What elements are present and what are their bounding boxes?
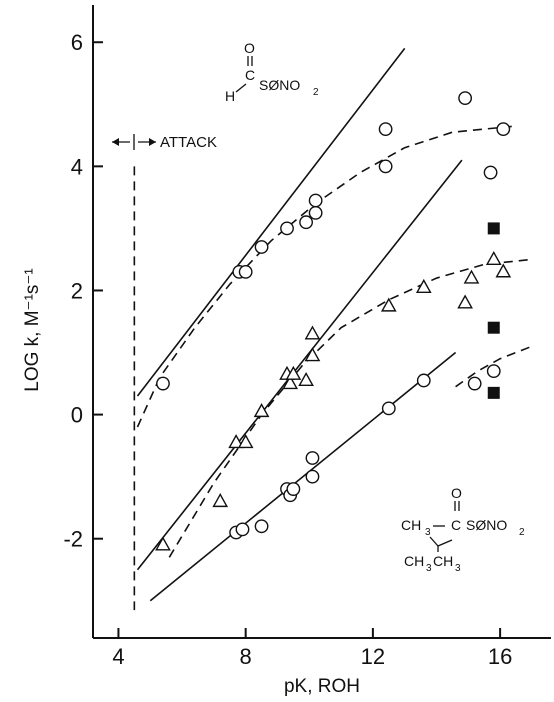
y-tick-label: 6 — [71, 30, 83, 55]
circle-point — [378, 122, 393, 137]
top-formula-sub: 2 — [313, 87, 319, 98]
dashed-fit-curve — [136, 125, 517, 428]
circle-point — [299, 215, 313, 230]
circle-point — [286, 482, 301, 496]
bottom-formula-ch3: CH — [401, 517, 421, 533]
bottom-formula-sub3c: 3 — [455, 563, 461, 574]
y-tick-label: 4 — [71, 154, 83, 179]
triangle-point — [304, 325, 321, 340]
x-tick-label: 12 — [361, 644, 385, 669]
data-points — [155, 91, 512, 551]
bottom-formula-sub2: 2 — [519, 527, 525, 538]
y-tick-label: 2 — [71, 278, 83, 303]
top-formula: O C H SØNO 2 — [225, 40, 319, 104]
top-formula-o: O — [244, 40, 255, 56]
circle-point — [496, 122, 511, 137]
triangle-point — [463, 269, 480, 284]
bottom-formula-ch3ch3-b: CH — [433, 553, 453, 569]
circle-point — [305, 451, 320, 465]
circle-point — [305, 469, 320, 484]
filled-square-point — [487, 386, 500, 399]
bottom-formula-c: C — [451, 517, 461, 533]
circle-point — [254, 240, 269, 254]
tick-labels: 4 8 12 16 6 4 2 0 -2 — [63, 30, 512, 669]
triangle-point — [282, 375, 299, 390]
circle-point — [486, 364, 501, 379]
solid-fit-line — [136, 47, 406, 397]
circle-point — [308, 205, 323, 220]
top-formula-c: C — [245, 67, 255, 83]
circle-point — [156, 376, 170, 391]
attack-annotation: ATTACK — [112, 134, 217, 151]
triangle-point — [485, 251, 502, 266]
x-tick-label: 4 — [112, 644, 124, 669]
circle-point — [381, 401, 396, 416]
triangle-point — [415, 278, 432, 293]
circle-point — [280, 221, 294, 236]
bottom-formula: O CH 3 C SØNO 2 CH 3 CH 3 — [401, 485, 525, 574]
circle-point — [254, 519, 269, 534]
circle-point — [378, 159, 393, 174]
ticks — [93, 41, 502, 638]
solid-fit-line — [149, 351, 457, 602]
triangle-point — [304, 347, 321, 362]
circle-point — [238, 264, 253, 279]
bottom-formula-rest: SØNO — [466, 517, 507, 533]
circle-point — [308, 193, 323, 208]
triangle-point — [495, 263, 512, 278]
circle-point — [483, 165, 498, 180]
triangle-point — [253, 403, 270, 418]
circle-point — [235, 522, 250, 537]
triangle-point — [380, 297, 397, 312]
triangle-point — [237, 434, 254, 449]
attack-label: ATTACK — [160, 134, 217, 151]
triangle-point — [457, 294, 473, 309]
y-axis-title: LOG k, M⁻¹s⁻¹ — [22, 268, 43, 392]
x-tick-label: 16 — [488, 644, 512, 669]
triangle-point — [228, 434, 244, 449]
bottom-formula-ch3ch3-a: CH — [404, 553, 424, 569]
y-tick-label: 0 — [71, 403, 83, 428]
axes — [92, 5, 551, 639]
filled-square-point — [487, 222, 500, 235]
x-axis-title: pK, ROH — [284, 676, 360, 697]
triangle-point — [298, 372, 314, 387]
y-tick-label: -2 — [63, 527, 83, 552]
top-formula-rest: SØNO — [259, 77, 300, 93]
bottom-formula-sub3: 3 — [425, 527, 431, 538]
fit-lines — [136, 47, 533, 602]
top-formula-h: H — [225, 88, 235, 104]
bottom-formula-o: O — [451, 485, 462, 501]
dashed-fit-curve — [168, 258, 532, 558]
triangle-point — [212, 493, 229, 508]
filled-square-point — [487, 321, 500, 334]
triangle-point — [285, 365, 302, 380]
circle-point — [458, 91, 473, 105]
bottom-formula-sub3b: 3 — [426, 563, 432, 574]
solid-fit-line — [136, 159, 463, 571]
circle-point — [467, 376, 482, 391]
triangle-point — [155, 536, 171, 551]
circle-point — [416, 373, 431, 388]
x-tick-label: 8 — [240, 644, 252, 669]
